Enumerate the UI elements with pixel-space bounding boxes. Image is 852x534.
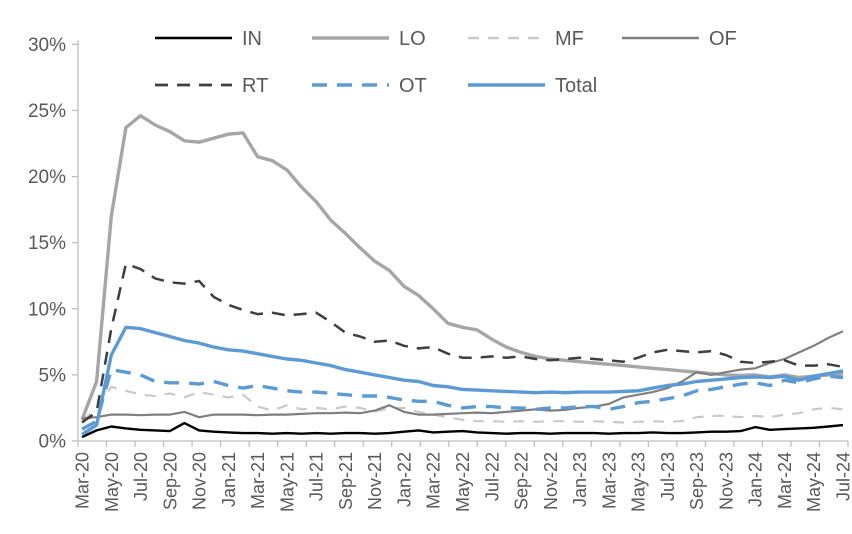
y-axis-tick-label: 5%: [39, 365, 67, 386]
legend-item-MF: MF: [468, 28, 584, 50]
x-axis-tick-label: May-24: [804, 452, 824, 512]
y-axis-tick-label: 30%: [28, 35, 66, 56]
legend-label-RT: RT: [242, 75, 268, 97]
x-axis-tick-label: Mar-23: [599, 452, 619, 509]
series-line-OT: [81, 367, 844, 431]
legend-label-LO: LO: [399, 28, 426, 50]
y-axis-tick-label: 10%: [28, 299, 66, 320]
x-axis-tick-label: Jul-21: [307, 452, 327, 501]
x-axis-tick-label: Mar-24: [775, 452, 795, 509]
x-axis-tick-label: Sep-20: [160, 452, 180, 510]
x-axis-tick-label: Jul-20: [131, 452, 151, 501]
legend-item-LO: LO: [312, 28, 426, 50]
legend-label-Total: Total: [555, 75, 597, 97]
series-line-RT: [81, 262, 844, 424]
y-axis-tick-label: 25%: [28, 101, 66, 122]
legend-label-OT: OT: [399, 75, 427, 97]
x-axis-tick-label: May-21: [277, 452, 297, 512]
x-axis-tick-label: Jul-22: [482, 452, 502, 501]
series-line-IN: [81, 421, 844, 439]
x-axis-tick-label: Nov-20: [190, 452, 210, 510]
x-axis-tick-label: Jan-21: [219, 452, 239, 507]
series-line-OF: [81, 330, 844, 420]
legend-label-IN: IN: [242, 28, 262, 50]
x-axis-tick-label: May-23: [629, 452, 649, 512]
legend-label-MF: MF: [555, 28, 584, 50]
series-line-Total: [81, 325, 844, 436]
y-axis-tick-label: 15%: [28, 233, 66, 254]
series-line-MF: [81, 385, 844, 424]
x-axis-tick-label: Mar-22: [424, 452, 444, 509]
x-axis-tick-label: Mar-20: [73, 452, 93, 509]
y-axis-tick-label: 20%: [28, 167, 66, 188]
x-axis-tick-label: Nov-21: [365, 452, 385, 510]
x-axis-tick-label: Jul-24: [834, 452, 852, 501]
x-axis-tick-label: Nov-23: [716, 452, 736, 510]
x-axis-tick-label: Nov-22: [541, 452, 561, 510]
x-axis-tick-label: Jul-23: [658, 452, 678, 501]
x-axis-tick-label: Mar-21: [248, 452, 268, 509]
y-axis-tick-label: 0%: [39, 432, 67, 453]
legend-item-Total: Total: [468, 75, 597, 97]
x-axis-tick-label: Jan-22: [394, 452, 414, 507]
legend-label-OF: OF: [709, 28, 737, 50]
series-line-LO: [80, 113, 844, 421]
legend-item-OF: OF: [622, 28, 737, 50]
x-axis-tick-label: May-20: [102, 452, 122, 512]
legend-item-RT: RT: [155, 75, 268, 97]
legend-item-OT: OT: [312, 75, 427, 97]
x-axis-tick-label: Jan-23: [570, 452, 590, 507]
x-axis-tick-label: Sep-22: [512, 452, 532, 510]
x-axis-tick-label: Sep-21: [336, 452, 356, 510]
legend-item-IN: IN: [155, 28, 262, 50]
x-axis-tick-label: Sep-23: [687, 452, 707, 510]
x-axis-tick-label: Jan-24: [746, 452, 766, 507]
x-axis-tick-label: May-22: [453, 452, 473, 512]
